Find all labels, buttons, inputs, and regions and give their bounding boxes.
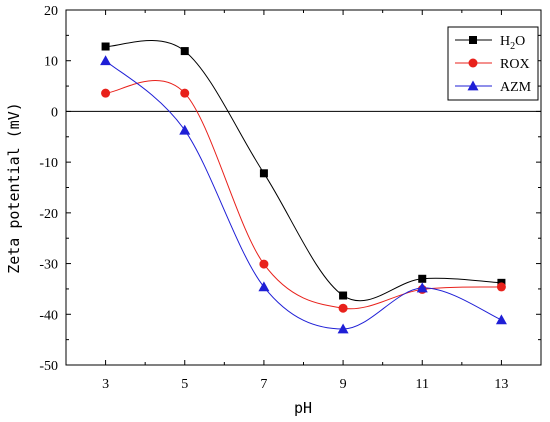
data-point-h2o (259, 169, 268, 178)
legend-label: AZM (500, 80, 532, 95)
legend-label: H2O (500, 34, 525, 52)
legend: H2O ROX AZM (447, 26, 539, 101)
data-point-h2o (101, 42, 110, 51)
series-line-azm (105, 60, 502, 330)
y-tick-label: -20 (39, 207, 58, 222)
x-tick-label: 9 (340, 377, 347, 392)
y-tick-label: 20 (44, 4, 58, 19)
x-tick-label: 11 (416, 377, 429, 392)
series-h2o (101, 40, 506, 302)
series-rox (101, 80, 506, 313)
data-point-h2o (339, 291, 348, 300)
data-point-rox (338, 303, 348, 313)
series-line-h2o (105, 40, 502, 302)
data-point-azm (100, 55, 112, 66)
legend-marker (467, 80, 479, 91)
x-axis-ticks: 3 5 7 9 11 13 (102, 10, 508, 392)
legend-label: ROX (500, 57, 530, 72)
x-tick-label: 5 (181, 377, 188, 392)
x-tick-label: 7 (260, 377, 267, 392)
series-layer (100, 40, 507, 334)
data-point-h2o (418, 274, 427, 283)
y-tick-label: 0 (51, 105, 58, 120)
y-axis-ticks: 20 10 0 -10 -20 -30 -40 -50 (39, 4, 541, 374)
legend-marker (469, 36, 477, 44)
x-tick-label: 13 (494, 377, 508, 392)
x-tick-label: 3 (102, 377, 109, 392)
y-tick-label: -50 (39, 359, 58, 374)
series-azm (100, 55, 507, 334)
data-point-rox (496, 282, 506, 292)
data-point-rox (101, 88, 111, 98)
data-point-azm (495, 314, 507, 325)
series-line-rox (105, 80, 502, 310)
data-point-rox (180, 88, 190, 98)
y-tick-label: -40 (39, 308, 58, 323)
data-point-azm (179, 124, 191, 135)
x-axis-title: pH (294, 399, 312, 417)
y-tick-label: 10 (44, 55, 58, 70)
data-point-rox (259, 259, 269, 269)
data-point-azm (416, 282, 428, 293)
data-point-azm (258, 281, 270, 292)
data-point-azm (337, 323, 349, 334)
data-point-h2o (180, 47, 189, 56)
legend-marker (468, 58, 478, 68)
y-axis-title: Zeta potential (mV) (5, 102, 23, 274)
y-tick-label: -30 (39, 258, 58, 273)
y-tick-label: -10 (39, 156, 58, 171)
